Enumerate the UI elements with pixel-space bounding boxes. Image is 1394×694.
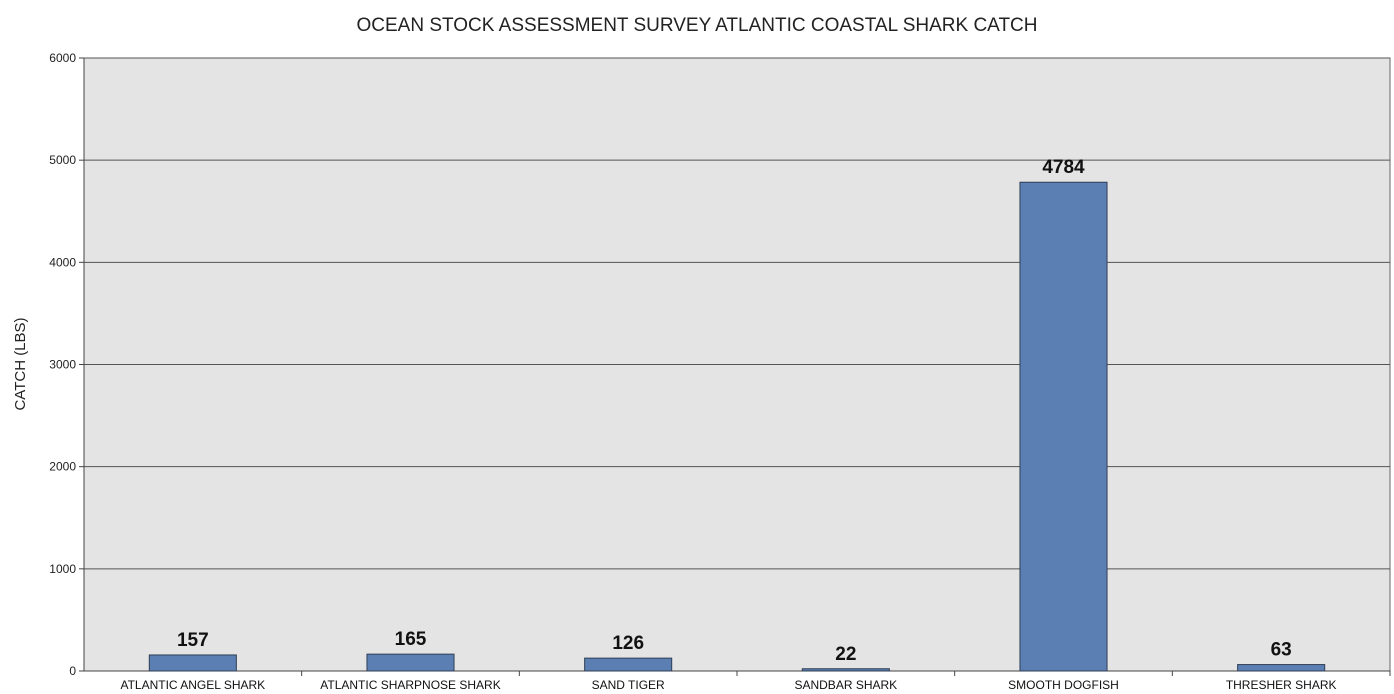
x-tick-label: ATLANTIC SHARPNOSE SHARK [320, 678, 500, 692]
bar [584, 657, 673, 672]
data-label: 63 [1271, 640, 1292, 661]
bar [1237, 664, 1326, 672]
bar [148, 654, 237, 672]
bar [1019, 181, 1108, 672]
y-tick-label: 4000 [49, 255, 76, 269]
y-axis-label: CATCH (LBS) [12, 317, 29, 410]
x-tick-label: SMOOTH DOGFISH [1008, 678, 1119, 692]
y-tick-label: 0 [69, 664, 76, 678]
x-tick-label: SANDBAR SHARK [794, 678, 897, 692]
y-tick-label: 2000 [49, 460, 76, 474]
bar [366, 653, 455, 672]
data-label: 126 [612, 633, 644, 654]
chart-title: OCEAN STOCK ASSESSMENT SURVEY ATLANTIC C… [356, 15, 1037, 36]
x-tick-label: ATLANTIC ANGEL SHARK [120, 678, 265, 692]
data-label: 157 [177, 630, 209, 651]
y-tick-label: 3000 [49, 358, 76, 372]
data-label: 4784 [1042, 157, 1085, 178]
y-tick-label: 5000 [49, 153, 76, 167]
data-label: 22 [835, 644, 856, 665]
data-label: 165 [395, 629, 427, 650]
x-tick-label: THRESHER SHARK [1226, 678, 1337, 692]
plot-area: 0 1000 2000 3000 4000 5000 6000 157 ATLANTIC ANG… [49, 51, 1391, 692]
y-tick-label: 6000 [49, 51, 76, 65]
y-tick-label: 1000 [49, 562, 76, 576]
x-tick-label: SAND TIGER [592, 678, 665, 692]
bar [801, 668, 890, 672]
